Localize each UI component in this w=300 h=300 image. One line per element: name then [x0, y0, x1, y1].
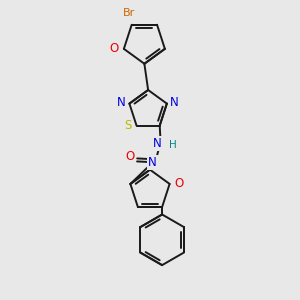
Text: N: N [170, 96, 179, 109]
Text: Br: Br [123, 8, 135, 18]
Text: O: O [174, 177, 183, 190]
Text: H: H [169, 140, 177, 150]
Text: N: N [148, 156, 157, 169]
Text: N: N [152, 137, 161, 150]
Text: S: S [124, 119, 131, 132]
Text: N: N [117, 96, 126, 109]
Text: O: O [125, 150, 134, 163]
Text: O: O [110, 42, 119, 56]
